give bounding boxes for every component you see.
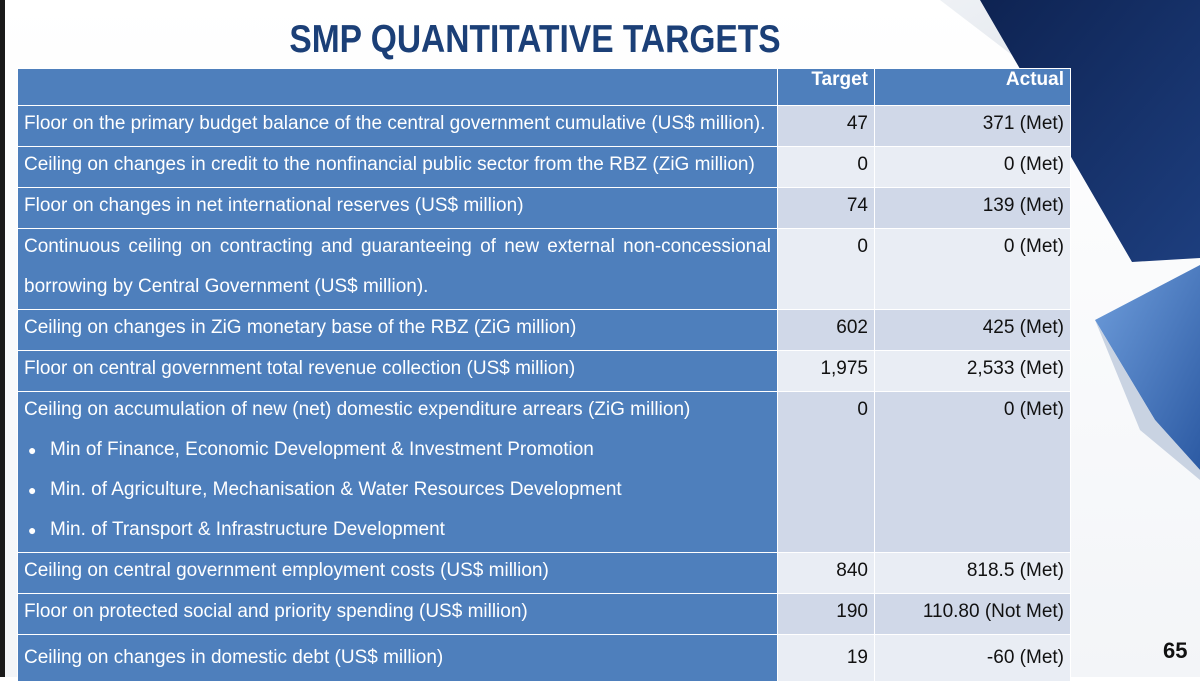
row-target: 74 (777, 187, 875, 229)
row-target: 1,975 (777, 350, 875, 392)
row-label: Ceiling on central government employment… (24, 560, 549, 581)
table-header-row: Target Actual (17, 68, 1071, 106)
row-label: Floor on the primary budget balance of t… (24, 113, 766, 134)
bullet-icon: ● (28, 522, 37, 538)
row-label: Floor on changes in net international re… (24, 195, 524, 216)
row-actual: 0 (Met) (874, 146, 1071, 188)
row-target: 0 (857, 399, 868, 420)
row-label: Ceiling on changes in ZiG monetary base … (24, 317, 577, 338)
page-number: 65 (1163, 638, 1188, 663)
table-row: Floor on the primary budget balance of t… (17, 105, 1071, 147)
header-actual: Actual (874, 68, 1071, 106)
table-row: Floor on changes in net international re… (17, 187, 1071, 229)
row-label: Ceiling on changes in domestic debt (US$… (24, 647, 444, 668)
row-actual: 0 (Met) (1003, 236, 1064, 257)
row-target: 0 (777, 146, 875, 188)
targets-table: Target Actual Floor on the primary budge… (17, 68, 1071, 682)
row-actual: 0 (Met) (1003, 399, 1064, 420)
row-label-continued: borrowing by Central Government (US$ mil… (24, 276, 429, 297)
table-row: Ceiling on changes in domestic debt (US$… (17, 634, 1071, 682)
table-row: Continuous ceiling on contracting and gu… (17, 228, 1071, 310)
row-actual: 110.80 (Not Met) (874, 593, 1071, 635)
row-actual: 139 (Met) (874, 187, 1071, 229)
table-row: Floor on central government total revenu… (17, 350, 1071, 392)
row-target: 190 (777, 593, 875, 635)
left-edge-bar (0, 0, 5, 677)
row-label: Floor on central government total revenu… (24, 358, 576, 379)
row-label: Ceiling on accumulation of new (net) dom… (24, 399, 691, 420)
table-row: Ceiling on changes in credit to the nonf… (17, 146, 1071, 188)
bullet-item: ● Min. of Transport & Infrastructure Deve… (24, 512, 771, 552)
bullet-item: ● Min. of Agriculture, Mechanisation & Wa… (24, 472, 771, 512)
bullet-icon: ● (28, 442, 37, 458)
row-actual: 818.5 (Met) (874, 552, 1071, 594)
row-actual: 2,533 (Met) (874, 350, 1071, 392)
table-row: Ceiling on accumulation of new (net) dom… (17, 391, 1071, 553)
row-label: Continuous ceiling on contracting and gu… (24, 236, 771, 257)
blue-diamond-shape (1095, 265, 1200, 470)
row-actual: 371 (Met) (874, 105, 1071, 147)
table-row: Ceiling on changes in ZiG monetary base … (17, 309, 1071, 351)
row-target: 19 (777, 634, 875, 682)
bullet-icon: ● (28, 482, 37, 498)
row-target: 840 (777, 552, 875, 594)
bullet-item: ● Min of Finance, Economic Development & … (24, 432, 771, 472)
header-label (17, 68, 778, 106)
table-row: Floor on protected social and priority s… (17, 593, 1071, 635)
row-target: 602 (777, 309, 875, 351)
row-label: Floor on protected social and priority s… (24, 601, 528, 622)
row-actual: -60 (Met) (874, 634, 1071, 682)
row-target: 47 (777, 105, 875, 147)
row-actual: 425 (Met) (874, 309, 1071, 351)
row-target: 0 (857, 236, 868, 257)
table-row: Ceiling on central government employment… (17, 552, 1071, 594)
header-target: Target (777, 68, 875, 106)
slide-title: SMP QUANTITATIVE TARGETS (289, 18, 781, 61)
row-label: Ceiling on changes in credit to the nonf… (24, 154, 755, 175)
